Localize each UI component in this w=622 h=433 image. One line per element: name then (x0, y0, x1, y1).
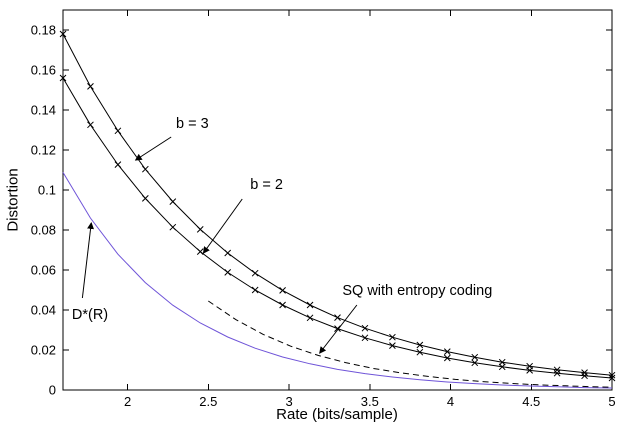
annotation: SQ with entropy coding (319, 283, 492, 354)
y-tick-label: 0.12 (31, 143, 56, 158)
x-tick-label: 4 (447, 394, 454, 409)
x-marker (443, 354, 451, 362)
x-marker (224, 269, 232, 276)
annotation: D*(R) (72, 221, 108, 323)
x-marker (306, 314, 314, 322)
x-marker (169, 198, 177, 205)
x-marker (114, 127, 122, 135)
x-marker (471, 353, 479, 361)
x-marker (141, 195, 149, 202)
x-marker (361, 324, 369, 332)
annotation-label: b = 3 (176, 116, 209, 132)
series-b-3 (59, 30, 616, 379)
x-tick-label: 4.5 (522, 394, 540, 409)
x-marker (416, 341, 424, 349)
annotation-label: b = 2 (250, 177, 283, 193)
x-marker (553, 366, 561, 374)
x-marker (196, 226, 204, 233)
x-marker (279, 287, 286, 294)
series-line-sq-with-entropy-coding (208, 300, 613, 388)
annotation-label: D*(R) (72, 307, 108, 323)
y-tick-label: 0 (49, 383, 56, 398)
x-axis-label: Rate (bits/sample) (276, 406, 398, 423)
axes-box (62, 9, 613, 391)
x-marker (581, 369, 588, 376)
x-marker (581, 372, 588, 380)
annotation-arrow (134, 136, 172, 161)
x-tick-label: 2.5 (199, 394, 217, 409)
x-marker (608, 374, 616, 382)
x-marker (334, 325, 341, 332)
series-line-d-r (62, 172, 613, 389)
y-tick-label: 0.14 (31, 103, 56, 118)
x-marker (306, 301, 314, 309)
series-d-r (62, 172, 613, 389)
x-marker (498, 358, 506, 366)
x-marker (169, 223, 177, 231)
x-marker (224, 249, 232, 257)
x-tick-label: 2 (124, 394, 131, 409)
y-tick-label: 0.04 (31, 303, 56, 318)
x-marker (279, 301, 286, 309)
x-tick-label: 3.5 (361, 394, 379, 409)
annotation-arrow (81, 221, 95, 299)
y-tick-label: 0.08 (31, 223, 56, 238)
x-marker (251, 286, 259, 294)
x-marker (361, 334, 369, 342)
x-marker (334, 314, 341, 321)
x-marker (471, 359, 479, 367)
x-marker (114, 161, 122, 168)
x-marker (196, 248, 204, 255)
annotation-arrow (319, 304, 358, 354)
x-tick-label: 3 (285, 394, 292, 409)
x-marker (59, 74, 67, 82)
x-marker (87, 83, 94, 90)
x-marker (389, 342, 396, 349)
series-line-b-3 (62, 33, 613, 376)
x-marker (141, 165, 149, 173)
y-tick-label: 0.16 (31, 63, 56, 78)
annotation: b = 2 (202, 177, 283, 254)
y-tick-label: 0.02 (31, 343, 56, 358)
series-line-b-2 (62, 77, 613, 379)
x-marker (608, 371, 616, 379)
x-marker (443, 348, 451, 355)
annotation: b = 3 (134, 116, 209, 161)
y-tick-label: 0.06 (31, 263, 56, 278)
y-axis-label: Distortion (4, 168, 22, 232)
x-marker (251, 269, 259, 277)
x-marker (59, 30, 67, 38)
y-tick-label: 0.18 (31, 23, 56, 38)
y-tick-label: 0.1 (38, 183, 56, 198)
x-marker (389, 333, 396, 341)
x-tick-label: 5 (608, 394, 615, 409)
x-marker (526, 362, 534, 370)
annotation-arrow (202, 198, 243, 254)
x-marker (87, 121, 94, 129)
series-sq-with-entropy-coding (208, 300, 613, 388)
series-b-2 (59, 74, 616, 382)
annotation-label: SQ with entropy coding (342, 283, 492, 299)
x-marker (416, 348, 424, 356)
